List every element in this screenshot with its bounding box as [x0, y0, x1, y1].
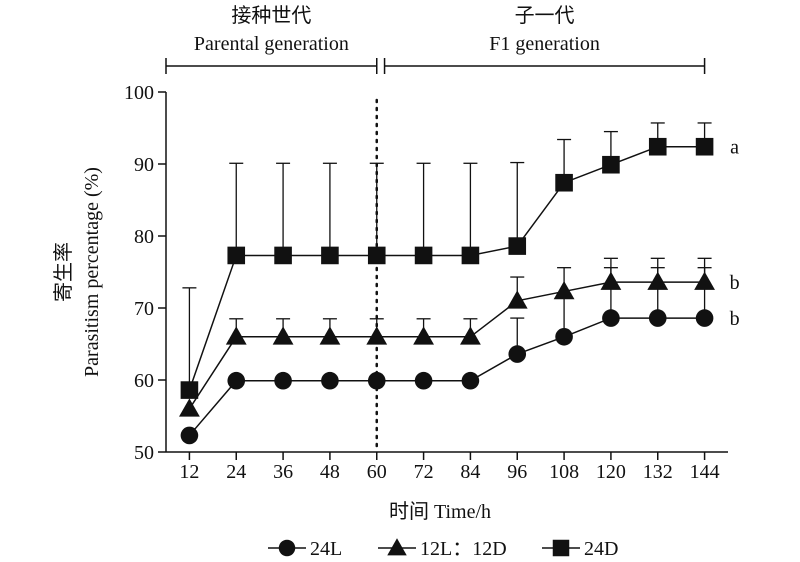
y-tick-label: 100 — [124, 82, 154, 104]
series-square: a — [180, 122, 739, 399]
data-point — [366, 326, 388, 345]
data-point — [647, 271, 669, 290]
data-point — [460, 326, 481, 345]
axis-labels: 寄生率 Parasitism percentage (%) 时间 Time/h — [51, 167, 491, 523]
data-point — [600, 271, 622, 290]
data-point — [367, 371, 386, 390]
data-point — [555, 173, 573, 192]
legend-item: 24L — [268, 538, 342, 560]
data-point — [695, 309, 714, 327]
period-brackets: 接种世代 Parental generation 子一代 F1 generation — [165, 3, 706, 74]
significance-label: b — [730, 308, 740, 330]
period-label-en: F1 generation — [489, 33, 600, 55]
x-tick-label: 96 — [507, 461, 527, 483]
series-layer: bb a — [179, 122, 740, 445]
data-point — [227, 371, 246, 390]
data-point — [274, 246, 292, 265]
data-point — [179, 398, 200, 417]
y-axis-label-cn: 寄生率 — [51, 242, 75, 302]
x-tick-label: 108 — [549, 461, 579, 483]
x-tick-label: 36 — [273, 461, 293, 483]
x-tick-label: 60 — [367, 461, 387, 483]
period-label-cn: 接种世代 — [231, 3, 311, 27]
legend: 24L 12L：12D 24D — [268, 538, 618, 560]
data-point — [648, 309, 667, 327]
data-point — [694, 271, 715, 290]
legend-item: 24D — [542, 538, 618, 560]
data-point — [180, 381, 199, 399]
y-tick-label: 60 — [134, 370, 154, 392]
data-point — [367, 246, 386, 265]
period-label-en: Parental generation — [194, 33, 349, 55]
significance-label: b — [730, 272, 740, 294]
data-point — [648, 137, 667, 156]
data-point — [274, 371, 292, 390]
y-axis-label: Parasitism percentage (%) — [81, 167, 103, 377]
data-point — [413, 326, 434, 345]
y-tick-label: 80 — [134, 226, 154, 248]
data-point — [321, 246, 339, 265]
data-point — [225, 326, 247, 345]
data-point — [555, 328, 573, 346]
x-tick-label: 120 — [596, 461, 626, 483]
data-point — [461, 371, 480, 390]
period-bracket: 子一代 F1 generation — [383, 3, 706, 74]
data-point — [321, 371, 339, 390]
period-label-cn: 子一代 — [515, 3, 575, 27]
data-point — [414, 371, 433, 390]
y-tick-label: 90 — [134, 154, 154, 176]
data-point — [506, 290, 528, 309]
legend-marker — [387, 538, 407, 556]
data-point — [508, 345, 527, 363]
series-circle: b — [180, 267, 740, 445]
x-tick-label: 132 — [643, 461, 673, 483]
data-point — [461, 246, 480, 265]
series-line — [188, 145, 705, 391]
x-tick-label: 72 — [414, 461, 434, 483]
x-tick-label: 12 — [179, 461, 199, 483]
significance-label: a — [730, 137, 739, 159]
data-point — [508, 237, 527, 255]
x-axis-label: 时间 Time/h — [389, 500, 491, 523]
period-bracket: 接种世代 Parental generation — [165, 3, 378, 74]
data-point — [319, 326, 341, 345]
legend-item: 12L：12D — [378, 538, 507, 560]
series-line — [188, 317, 705, 436]
legend-marker — [552, 539, 570, 557]
data-point — [180, 426, 199, 445]
x-tick-label: 24 — [226, 461, 246, 483]
y-tick-label: 50 — [134, 442, 154, 464]
x-tick-label: 48 — [320, 461, 340, 483]
y-tick-label: 70 — [134, 298, 154, 320]
data-point — [272, 326, 294, 345]
data-point — [602, 155, 620, 174]
axes: 50 60 70 80 90 100 12 24 36 48 60 72 84 96 108 120 132 14… — [124, 82, 728, 483]
x-tick-label: 144 — [690, 461, 720, 483]
legend-label: 12L：12D — [420, 538, 507, 560]
data-point — [414, 246, 433, 265]
data-point — [695, 137, 714, 156]
series-triangle: b — [179, 257, 740, 417]
x-tick-label: 84 — [460, 461, 480, 483]
legend-label: 24L — [310, 538, 342, 560]
data-point — [602, 309, 620, 327]
data-point — [553, 281, 575, 300]
data-point — [227, 246, 246, 265]
legend-marker — [278, 539, 296, 557]
series-line — [188, 281, 705, 410]
legend-label: 24D — [584, 538, 618, 560]
